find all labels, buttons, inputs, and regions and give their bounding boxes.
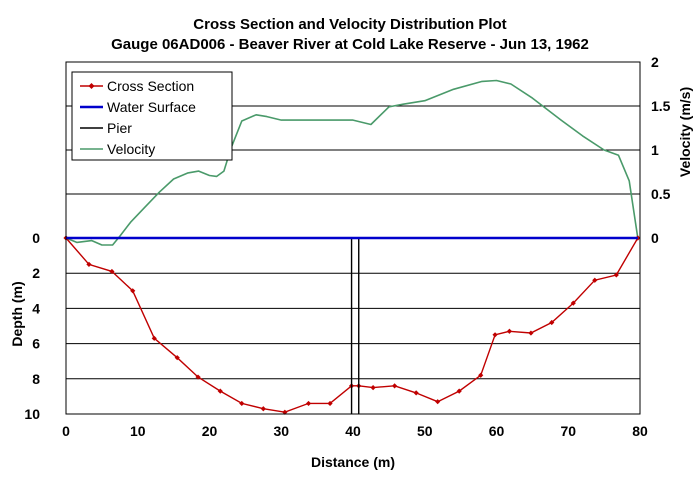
velocity-tick-label: 1	[651, 142, 659, 158]
x-tick-label: 20	[202, 423, 218, 439]
x-tick-label: 70	[560, 423, 576, 439]
cross-section-point	[456, 388, 462, 394]
legend: Cross Section Water Surface Pier Velocity	[71, 71, 233, 161]
cross-section-point	[613, 272, 619, 278]
x-tick-label: 50	[417, 423, 433, 439]
depth-tick-label: 8	[32, 371, 40, 387]
legend-marker	[88, 83, 95, 89]
cross-section-point	[195, 374, 201, 380]
cross-section-point	[260, 406, 266, 412]
cross-section-point	[478, 372, 484, 378]
cross-section-point	[151, 335, 157, 341]
legend-label: Velocity	[107, 141, 155, 157]
chart-title: Cross Section and Velocity Distribution …	[193, 16, 507, 33]
cross-section-point	[413, 390, 419, 396]
tick-labels: 0 10 20 30 40 50 60 70 80 0 2 4 6 8 10 0 0.5 1 1.5 2	[24, 54, 670, 439]
y-axis-label-left: Depth (m)	[9, 281, 25, 346]
x-tick-label: 40	[345, 423, 361, 439]
velocity-tick-label: 2	[651, 54, 659, 70]
cross-section-point	[592, 277, 598, 283]
x-tick-label: 60	[489, 423, 505, 439]
cross-section-point	[528, 330, 534, 336]
cross-section-point	[370, 385, 376, 391]
y-axis-label-right: Velocity (m/s)	[677, 87, 693, 177]
cross-section-point	[174, 355, 180, 361]
cross-section-point	[109, 268, 115, 275]
x-tick-label: 10	[130, 423, 146, 439]
x-tick-label: 0	[62, 423, 70, 439]
cross-section-point	[239, 400, 245, 407]
cross-section-point	[392, 383, 398, 389]
series-group	[63, 79, 641, 415]
cross-section-point	[435, 399, 441, 405]
cross-section-point	[549, 319, 555, 326]
legend-label: Water Surface	[107, 99, 196, 115]
plot-frame	[65, 61, 641, 415]
chart-subtitle: Gauge 06AD006 - Beaver River at Cold Lak…	[111, 36, 589, 53]
depth-tick-label: 0	[32, 230, 40, 246]
cross-section-point	[217, 388, 223, 394]
x-tick-label: 80	[632, 423, 648, 439]
depth-tick-label: 4	[32, 300, 40, 316]
cross-section-point	[305, 400, 312, 407]
cross-section-point	[570, 300, 576, 306]
legend-label: Cross Section	[107, 78, 194, 94]
velocity-line	[65, 79, 639, 246]
velocity-tick-label: 0	[651, 230, 659, 246]
cross-section-point	[86, 261, 92, 267]
depth-tick-label: 6	[32, 336, 40, 352]
velocity-tick-label: 1.5	[651, 98, 671, 114]
legend-label: Pier	[107, 120, 132, 136]
cross-section-point	[327, 400, 333, 407]
depth-tick-label: 2	[32, 265, 40, 281]
cross-section-point	[635, 235, 641, 241]
cross-section-point	[506, 328, 513, 334]
x-tick-label: 30	[273, 423, 289, 439]
cross-section-point	[130, 288, 136, 294]
depth-tick-label: 10	[24, 406, 40, 422]
cross-section-point	[492, 332, 498, 338]
x-axis-label: Distance (m)	[311, 454, 395, 470]
velocity-tick-label: 0.5	[651, 186, 671, 202]
cross-section-point	[282, 409, 288, 415]
